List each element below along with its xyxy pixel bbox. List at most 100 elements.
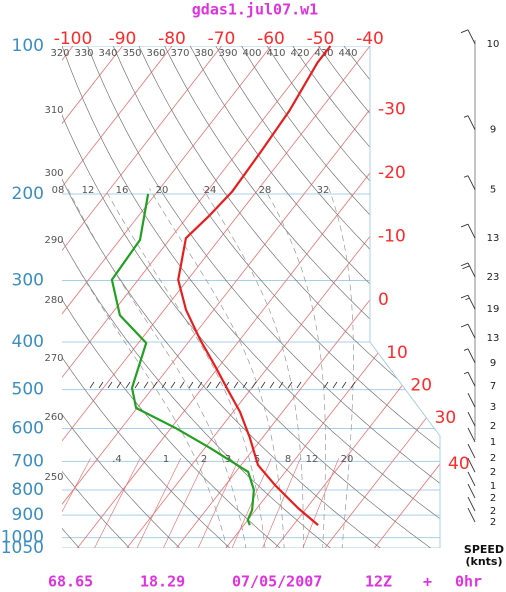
wind-speed-label: 13 [487, 233, 500, 244]
dry-adiabat [103, 46, 440, 548]
hatch [188, 381, 194, 389]
hatch [116, 381, 122, 389]
dry-adiabat-label: 340 [98, 48, 117, 59]
dry-adiabat-label: 280 [44, 295, 63, 306]
x-tick-label: -10 [378, 227, 406, 247]
y-tick-label: 600 [12, 419, 44, 439]
wind-barb-flag [463, 175, 469, 178]
profile-line [110, 193, 255, 526]
wind-barb-flag [463, 371, 469, 375]
hatch [233, 381, 239, 389]
wind-barb-flag [462, 265, 470, 270]
wind-speed-label: 9 [490, 125, 496, 136]
wind-barb [467, 427, 476, 443]
dry-adiabat [153, 46, 440, 548]
isotherm [62, 46, 321, 548]
wind-speed-label: 23 [487, 272, 500, 283]
hatch [278, 381, 284, 389]
y-tick-label: 100 [12, 36, 44, 56]
wind-units: (knts) [465, 555, 502, 568]
plot-border [369, 46, 441, 548]
mixing-ratio-line [135, 458, 182, 548]
dry-adiabat [62, 46, 233, 548]
mixing-ratio-line [301, 458, 339, 548]
footer-text: 0hr [455, 573, 482, 591]
mixing-ratio-label: 1 [163, 454, 169, 465]
dry-adiabat-label: 320 [50, 48, 69, 59]
hatch [341, 381, 347, 389]
mixing-ratio-line [261, 458, 301, 548]
dry-adiabat-label: 380 [194, 48, 213, 59]
wind-barb [467, 411, 476, 427]
dry-adiabat-label: 250 [44, 472, 63, 483]
mixing-ratio-line [93, 458, 141, 548]
hatch [251, 381, 257, 389]
wind-speed-label: 2 [490, 506, 496, 517]
dry-adiabat-label: 410 [266, 48, 285, 59]
wind-barb [467, 323, 476, 339]
mixing-ratio-label: 12 [306, 454, 319, 465]
dry-adiabat-label: 370 [170, 48, 189, 59]
wind-barb [467, 496, 476, 512]
wind-speed-label: 2 [490, 493, 496, 504]
moist-adiabat-label: 08 [52, 185, 65, 196]
x-tick-label: -100 [54, 29, 93, 49]
wind-barb-flag [460, 294, 469, 299]
mixing-ratio-label: 2 [201, 454, 207, 465]
wind-speed-label: 2 [490, 517, 496, 528]
moist-adiabat [264, 188, 326, 548]
isotherm [62, 46, 173, 548]
dry-adiabat [62, 46, 182, 548]
hatch [152, 381, 158, 389]
x-tick-label: -50 [307, 29, 335, 49]
hatch [296, 381, 302, 389]
hatch [332, 381, 338, 389]
x-tick-label: 30 [435, 408, 457, 428]
wind-barb-flag [463, 348, 469, 351]
moist-adiabat [62, 188, 228, 548]
wind-speed-label: 5 [490, 185, 496, 196]
moist-adiabat [149, 188, 285, 548]
isotherm [62, 46, 420, 548]
y-tick-label: 900 [12, 505, 44, 525]
x-tick-label: -90 [109, 29, 137, 49]
hatch [107, 381, 113, 389]
wind-speed-label: 1 [490, 437, 496, 448]
y-tick-label: 700 [12, 451, 44, 471]
footer-text: + [423, 573, 432, 591]
wind-barb-flag [460, 223, 469, 228]
x-tick-label: -40 [356, 29, 384, 49]
footer-text: 12Z [365, 573, 392, 591]
isotherm [126, 46, 440, 548]
moist-adiabat [202, 188, 304, 548]
hatch [143, 381, 149, 389]
hatch [197, 381, 203, 389]
wind-barb [467, 223, 476, 239]
hatch [242, 381, 248, 389]
y-tick-label: 300 [12, 271, 44, 291]
isotherm [275, 46, 440, 548]
wind-barb [467, 393, 476, 408]
wind-barb [467, 443, 476, 459]
mixing-ratio-label: 20 [341, 454, 354, 465]
x-tick-label: 40 [448, 454, 470, 474]
y-tick-label: 200 [12, 184, 44, 204]
wind-barb [467, 371, 476, 387]
dry-adiabat-label: 360 [146, 48, 165, 59]
dry-adiabat-label: 440 [338, 48, 357, 59]
wind-speed-label: 7 [490, 381, 496, 392]
dry-adiabat-label: 260 [44, 412, 63, 423]
wind-barb [467, 29, 476, 45]
dry-adiabat-label: 330 [74, 48, 93, 59]
dry-adiabat [178, 46, 440, 548]
moist-adiabat-label: 32 [317, 185, 330, 196]
mixing-ratio-label: 8 [285, 454, 291, 465]
mixing-ratio-label: .4 [112, 454, 122, 465]
wind-speed-label: 9 [490, 358, 496, 369]
x-tick-label: -60 [257, 29, 285, 49]
wind-speed-label: 10 [487, 39, 500, 50]
wind-barb [467, 507, 476, 523]
wind-speed-label: 1 [490, 481, 496, 492]
wind-barb-flag [460, 323, 469, 328]
